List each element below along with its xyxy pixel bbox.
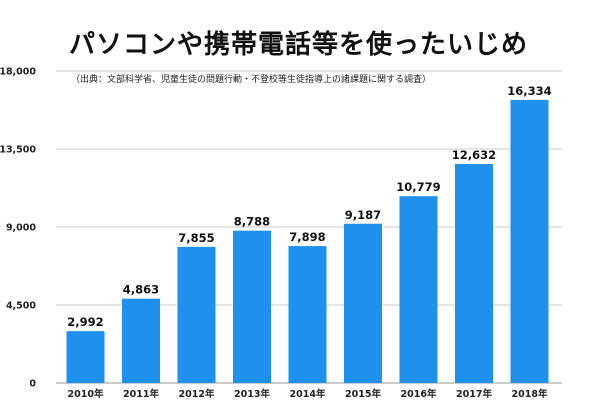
data-label: 4,863 xyxy=(123,283,159,297)
data-label: 16,334 xyxy=(507,84,551,98)
x-tick-label: 2016年 xyxy=(401,388,437,400)
bar xyxy=(288,246,327,383)
data-label: 12,632 xyxy=(452,148,496,162)
data-label: 7,898 xyxy=(289,230,325,244)
x-tick-label: 2014年 xyxy=(290,388,326,400)
chart-title: パソコンや携帯電話等を使ったいじめ xyxy=(68,30,528,60)
x-tick-label: 2015年 xyxy=(345,388,381,400)
bar xyxy=(510,99,549,384)
y-tick-label: 0 xyxy=(29,379,36,390)
bar xyxy=(177,246,216,383)
data-label: 8,788 xyxy=(234,215,270,229)
y-tick-label: 18,000 xyxy=(0,67,36,78)
x-tick-label: 2011年 xyxy=(123,388,159,400)
y-tick-label: 9,000 xyxy=(6,223,36,234)
bar xyxy=(233,230,271,383)
data-label: 10,779 xyxy=(396,180,440,194)
data-label: 7,855 xyxy=(178,231,214,245)
x-tick-label: 2018年 xyxy=(512,388,548,400)
data-label: 2,992 xyxy=(67,315,103,329)
y-tick-label: 4,500 xyxy=(6,301,36,312)
bar xyxy=(344,223,382,383)
bar xyxy=(399,196,438,383)
x-tick-label: 2013年 xyxy=(234,388,270,400)
bar xyxy=(455,164,493,383)
chart-source-note: （出典：文部科学省、児童生徒の問題行動・不登校等生徒指導上の諸課題に関する調査） xyxy=(71,75,432,85)
x-tick-label: 2017年 xyxy=(456,388,492,400)
data-label: 9,187 xyxy=(345,208,381,222)
bar xyxy=(122,298,160,383)
x-tick-label: 2010年 xyxy=(68,388,104,400)
y-tick-label: 13,500 xyxy=(0,145,36,156)
x-tick-label: 2012年 xyxy=(179,388,215,400)
bar xyxy=(66,331,105,383)
